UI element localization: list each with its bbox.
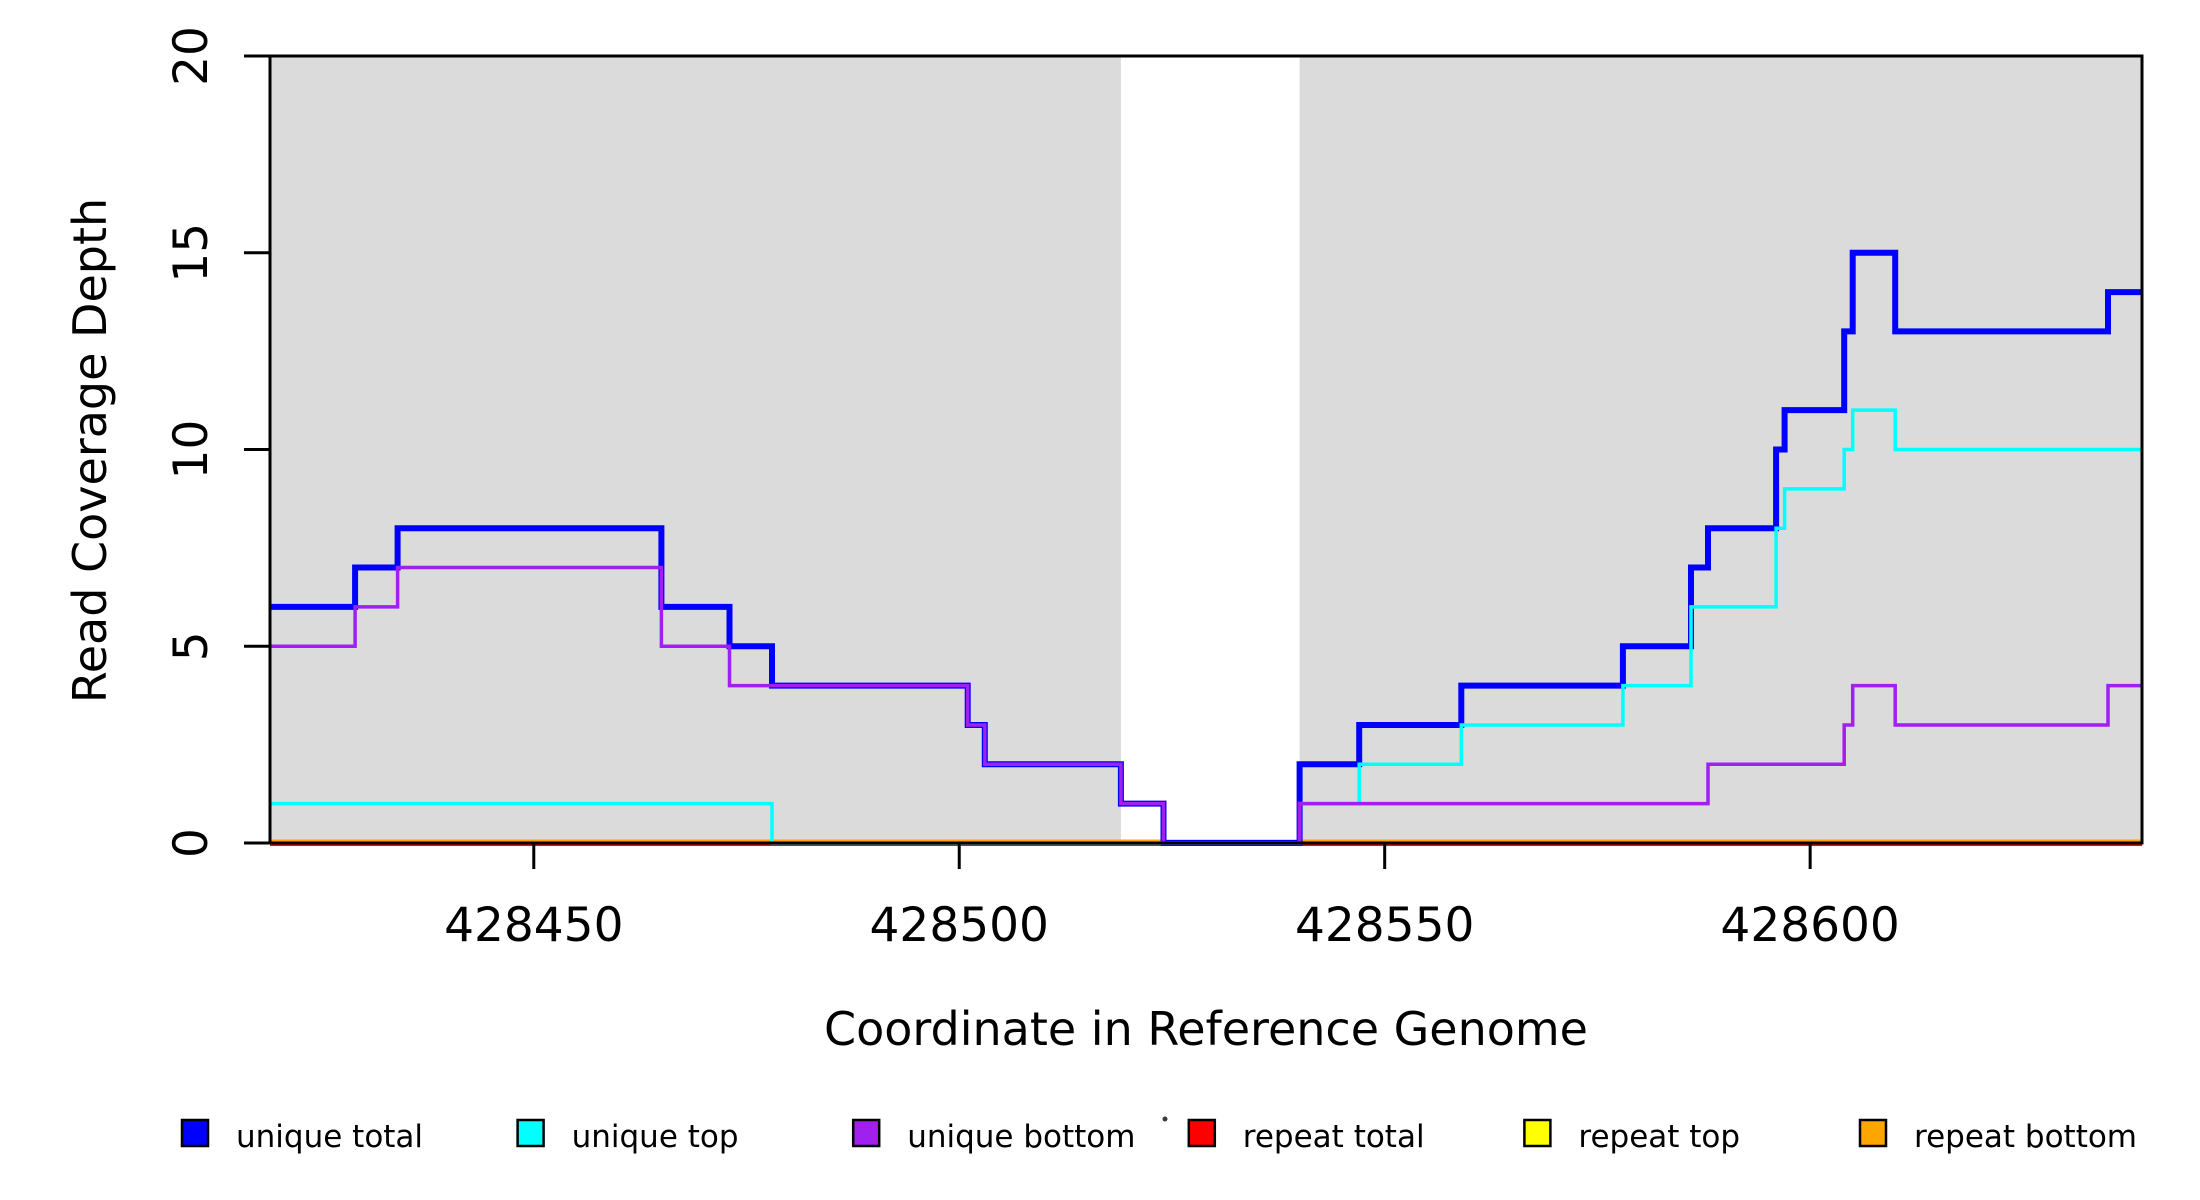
legend-swatch-repeat-bottom xyxy=(1858,1118,1888,1148)
legend-label-repeat-bottom: repeat bottom xyxy=(1914,1119,2137,1155)
y-axis-title: Read Coverage Depth xyxy=(63,198,117,703)
legend-label-unique-total: unique total xyxy=(236,1119,423,1155)
x-tick-label: 428600 xyxy=(1720,898,1899,953)
legend-swatch-unique-top xyxy=(516,1118,545,1148)
legend-swatch-unique-bottom xyxy=(851,1118,881,1148)
legend-label-repeat-top: repeat top xyxy=(1578,1119,1740,1155)
shaded-region-0 xyxy=(270,56,1121,843)
y-tick-label: 15 xyxy=(164,223,219,283)
series-unique-total xyxy=(270,249,2142,846)
x-tick-label: 428550 xyxy=(1295,898,1474,953)
series-unique-bottom xyxy=(270,565,2142,845)
x-axis-title: Coordinate in Reference Genome xyxy=(824,1002,1588,1056)
legend-swatch-repeat-top xyxy=(1523,1118,1552,1148)
legend-swatch-repeat-total xyxy=(1187,1118,1217,1148)
stray-dot xyxy=(1162,1116,1168,1122)
x-tick-label: 428450 xyxy=(444,898,623,953)
legend-label-unique-bottom: unique bottom xyxy=(907,1119,1135,1155)
y-tick-label: 0 xyxy=(164,828,219,858)
y-tick-label: 5 xyxy=(164,631,219,661)
x-tick-label: 428500 xyxy=(870,898,1049,953)
legend-swatch-unique-total xyxy=(180,1118,210,1148)
y-tick-label: 20 xyxy=(164,26,219,86)
legend-label-unique-top: unique top xyxy=(572,1119,739,1155)
y-tick-label: 10 xyxy=(164,420,219,480)
legend-label-repeat-total: repeat total xyxy=(1243,1119,1425,1155)
